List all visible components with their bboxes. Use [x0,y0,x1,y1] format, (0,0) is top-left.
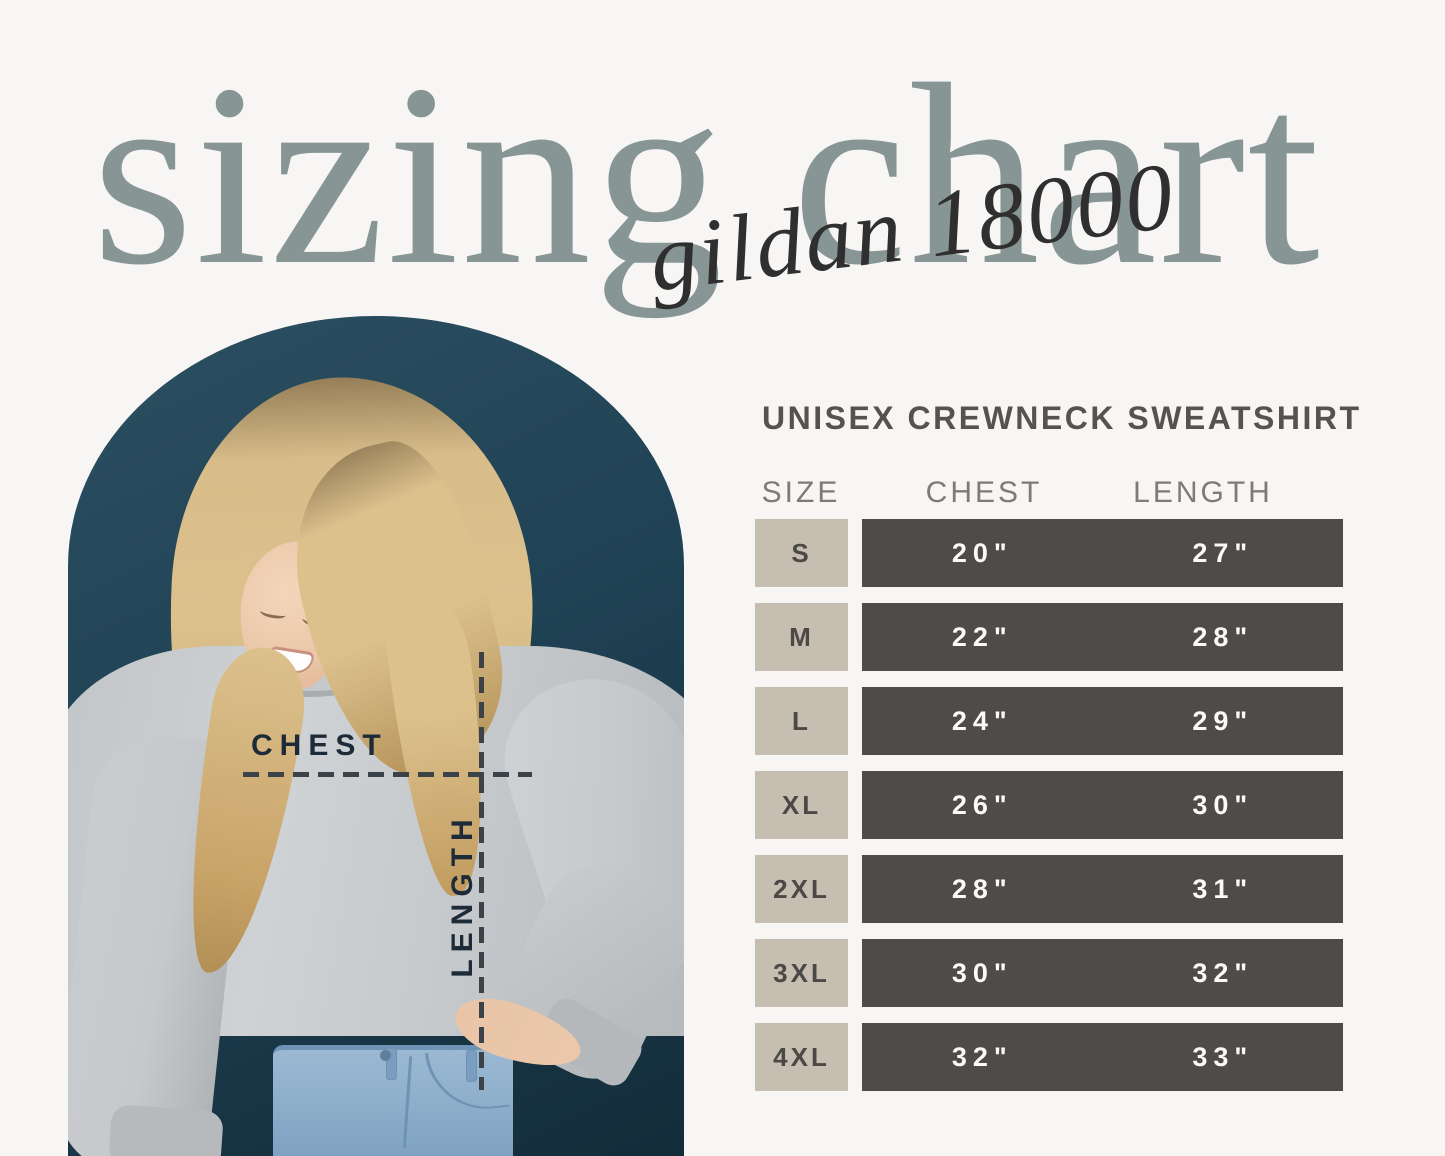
table-row: S 20" 27" [755,519,1343,587]
row-bar: 22" 28" [862,603,1343,671]
size-cell: L [755,687,848,755]
size-cell: 2XL [755,855,848,923]
row-bar: 28" 31" [862,855,1343,923]
row-bar: 26" 30" [862,771,1343,839]
table-row: L 24" 29" [755,687,1343,755]
size-table: S 20" 27" M 22" 28" L 24" 29" XL 26" [755,519,1343,1107]
length-cell: 29" [1192,705,1254,736]
chest-cell: 28" [951,873,1013,904]
length-cell: 31" [1192,873,1254,904]
chest-cell: 20" [951,537,1013,568]
column-header-chest: CHEST [925,476,1043,509]
row-bar: 32" 33" [862,1023,1343,1091]
chest-measure-line [243,772,532,777]
table-row: 3XL 30" 32" [755,939,1343,1007]
size-cell: XL [755,771,848,839]
table-row: 2XL 28" 31" [755,855,1343,923]
size-cell: 4XL [755,1023,848,1091]
length-measure-line [479,652,484,1090]
row-bar: 24" 29" [862,687,1343,755]
table-row: 4XL 32" 33" [755,1023,1343,1091]
chest-measure-label: CHEST [251,729,388,762]
chest-cell: 30" [951,957,1013,988]
chest-cell: 32" [951,1041,1013,1072]
length-cell: 30" [1192,789,1254,820]
model-photo-arch [68,316,684,1156]
chest-cell: 22" [951,621,1013,652]
table-row: M 22" 28" [755,603,1343,671]
model-left-cuff [108,1104,224,1156]
page-title: sizing chart [92,31,1322,319]
length-cell: 28" [1192,621,1254,652]
row-bar: 30" 32" [862,939,1343,1007]
table-row: XL 26" 30" [755,771,1343,839]
length-measure-label: LENGTH [446,812,479,978]
chest-cell: 26" [951,789,1013,820]
column-header-length: LENGTH [1133,476,1273,509]
jeans-belt-loop [386,1048,397,1080]
product-heading: UNISEX CREWNECK SWEATSHIRT [762,400,1362,436]
jeans-belt-loop [466,1050,477,1082]
column-header-size: SIZE [761,476,841,509]
jeans-button [380,1050,391,1061]
row-bar: 20" 27" [862,519,1343,587]
length-cell: 27" [1192,537,1254,568]
length-cell: 33" [1192,1041,1254,1072]
length-cell: 32" [1192,957,1254,988]
size-cell: 3XL [755,939,848,1007]
size-cell: S [755,519,848,587]
chest-cell: 24" [951,705,1013,736]
size-cell: M [755,603,848,671]
